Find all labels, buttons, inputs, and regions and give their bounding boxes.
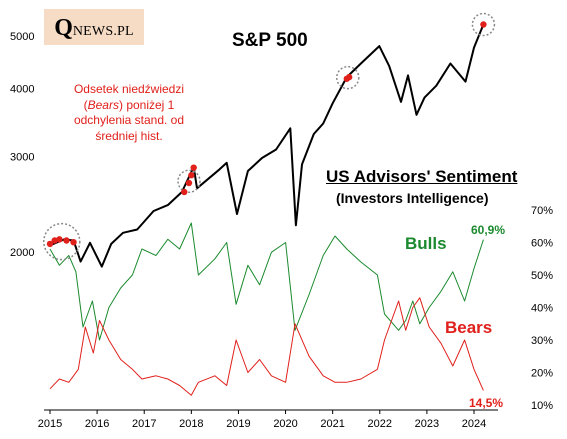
- qnews-logo: Q NEWS.PL: [44, 9, 144, 45]
- series-line-bulls: [49, 222, 484, 341]
- bears-low-marker: [181, 188, 188, 196]
- logo-q: Q: [54, 15, 73, 41]
- bears-low-marker: [188, 172, 195, 179]
- series-layer: [49, 24, 485, 396]
- x-tick-label: 2021: [320, 418, 344, 430]
- bears-low-marker: [56, 236, 63, 243]
- bears-low-marker: [185, 179, 193, 187]
- highlight-layer: [43, 12, 496, 261]
- x-tick-label: 2022: [368, 418, 392, 430]
- right-tick-label: 60%: [531, 238, 553, 250]
- right-tick-label: 40%: [531, 303, 553, 315]
- bears-annotation: Odsetek niedźwiedzi (Bears) poniżej 1 od…: [73, 82, 185, 143]
- right-axis: 10% 20% 30% 40% 50% 60% 70%: [531, 205, 553, 412]
- bears-low-marker: [190, 164, 197, 171]
- series-line-bears: [49, 297, 484, 396]
- right-tick-label: 20%: [531, 368, 553, 380]
- bears-low-marker: [46, 240, 54, 248]
- left-tick-label: 2000: [10, 247, 34, 259]
- sentiment-title: US Advisors' Sentiment: [326, 167, 518, 186]
- left-tick-label: 3000: [10, 151, 34, 163]
- right-tick-label: 30%: [531, 335, 553, 347]
- highlight-circle: [43, 222, 81, 261]
- x-tick-label: 2016: [85, 418, 109, 430]
- x-tick-label: 2019: [226, 418, 250, 430]
- sentiment-subtitle: (Investors Intelligence): [336, 190, 489, 206]
- bears-low-marker: [345, 73, 353, 81]
- bulls-last-value: 60,9%: [471, 223, 506, 237]
- x-tick-label: 2023: [415, 418, 439, 430]
- highlight-circle: [335, 65, 360, 90]
- bears-last-value: 14,5%: [469, 396, 504, 410]
- chart-title: S&P 500: [232, 30, 308, 51]
- highlight-circle: [177, 169, 201, 194]
- x-tick-label: 2017: [132, 418, 156, 430]
- bears-low-marker: [63, 237, 70, 244]
- x-tick-label: 2018: [179, 418, 203, 430]
- left-axis: 2000 3000 4000 5000: [10, 31, 34, 259]
- right-tick-label: 10%: [531, 400, 553, 412]
- bears-legend-label: Bears: [445, 318, 493, 337]
- left-tick-label: 5000: [10, 31, 34, 43]
- right-tick-label: 70%: [531, 205, 553, 217]
- series-line-s-p-500: [49, 24, 485, 268]
- right-tick-label: 50%: [531, 270, 553, 282]
- highlight-circle: [471, 12, 496, 37]
- left-tick-label: 4000: [10, 84, 34, 96]
- x-tick-label: 2020: [273, 418, 297, 430]
- logo-text: NEWS.PL: [72, 24, 134, 39]
- x-axis: 2015 2016 2017 2018 2019 2020 2021 2022 2023 2024: [38, 409, 498, 430]
- x-tick-label: 2024: [462, 418, 486, 430]
- bulls-legend-label: Bulls: [405, 234, 447, 253]
- x-tick-label: 2015: [38, 418, 62, 430]
- bears-low-marker: [480, 21, 487, 28]
- bears-low-marker: [70, 238, 77, 246]
